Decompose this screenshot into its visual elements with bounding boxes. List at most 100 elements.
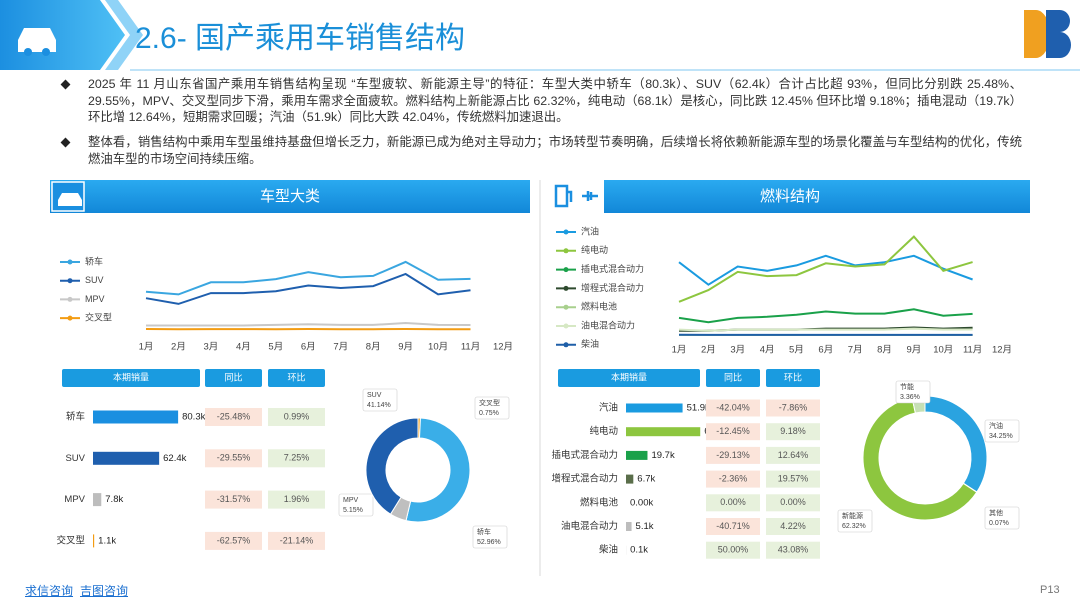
bar-value-label: 0.00k (630, 497, 653, 508)
legend-dot (67, 315, 73, 321)
x-tick-label: 2月 (171, 342, 186, 353)
panel-bar (50, 180, 530, 213)
bar (626, 522, 632, 531)
cell-bg (205, 490, 262, 509)
fuel-icons (554, 184, 598, 208)
cell-bg (706, 399, 760, 417)
header-badge (0, 0, 125, 70)
x-tick-label: 8月 (877, 345, 892, 356)
bar-value-label: 0.1k (630, 545, 648, 556)
slice-label: 汽油 (989, 421, 1003, 430)
x-tick-label: 3月 (204, 342, 219, 353)
series-line (678, 254, 973, 286)
donut-slice (405, 417, 471, 523)
slice-value: 5.15% (343, 507, 363, 514)
cell-value: 4.22% (780, 521, 806, 531)
x-tick-label: 9月 (398, 342, 413, 353)
x-tick-label: 9月 (907, 345, 922, 356)
slice-label: 其他 (989, 508, 1003, 517)
car-icon (18, 28, 56, 56)
legend-label: 交叉型 (85, 311, 112, 322)
bar-value-label: 51.9k (687, 403, 710, 414)
row-label: 交叉型 (56, 534, 85, 546)
x-tick-label: 3月 (730, 345, 745, 356)
column-header-box (706, 369, 760, 387)
slice-label-box (474, 396, 510, 420)
bar-value-label: 62.4k (163, 453, 186, 464)
legend-label: 增程式混合动力 (581, 282, 644, 293)
slice-label: 交叉型 (479, 398, 500, 407)
x-tick-label: 6月 (301, 342, 316, 353)
x-tick-label: 6月 (818, 345, 833, 356)
legend-label: MPV (85, 294, 105, 304)
cell-bg (205, 449, 262, 468)
slice-label-box (472, 525, 508, 549)
x-tick-label: 5月 (789, 345, 804, 356)
legend-label: SUV (85, 275, 104, 285)
x-tick-label: 12月 (493, 342, 513, 353)
slice-value: 52.96% (477, 539, 501, 546)
legend-dot (563, 323, 569, 329)
slice-label-box (984, 419, 1020, 443)
x-tick-label: 10月 (933, 345, 953, 356)
legend-label: 油电混合动力 (581, 319, 635, 330)
cell-bg (706, 541, 760, 559)
row-label: 汽油 (599, 402, 618, 414)
cell-value: -40.71% (716, 521, 750, 531)
row-label: MPV (64, 494, 85, 505)
cell-value: -62.57% (217, 535, 251, 545)
bar (93, 410, 179, 424)
cell-value: -12.45% (716, 426, 750, 436)
cell-value: 0.00% (720, 497, 746, 507)
legend-label: 插电式混合动力 (581, 263, 644, 274)
legend-dot (563, 248, 569, 254)
bar (626, 450, 648, 460)
cell-value: -2.36% (719, 473, 748, 483)
column-header: 本期销量 (113, 371, 149, 382)
column-header-box (558, 369, 700, 387)
slice-value: 62.32% (842, 523, 866, 530)
slice-value: 3.36% (900, 394, 920, 401)
legend-label: 轿车 (85, 255, 103, 266)
bar-value-label: 1.1k (98, 535, 116, 546)
slice-label-box (895, 380, 931, 404)
bar (626, 427, 701, 437)
legend-dot (563, 285, 569, 291)
donut-slice (924, 395, 988, 493)
footer-link[interactable]: 求信咨询 (25, 584, 74, 598)
footer-link[interactable]: 吉图咨询 (80, 584, 129, 598)
cell-value: -42.04% (716, 402, 750, 412)
bar (93, 493, 102, 507)
row-label: 增程式混合动力 (551, 473, 618, 485)
legend-dot (563, 304, 569, 310)
bar (93, 534, 95, 548)
cell-bg (766, 494, 820, 512)
logo (1024, 10, 1071, 58)
cell-value: -25.48% (217, 411, 251, 421)
cell-bg (766, 399, 820, 417)
x-tick-label: 10月 (428, 342, 448, 353)
bar (626, 403, 683, 413)
cell-bg (766, 423, 820, 441)
column-header-box (766, 369, 820, 387)
bar-value-label: 6.7k (637, 474, 655, 485)
cell-bg (268, 408, 325, 426)
cell-bg (766, 470, 820, 488)
bar (93, 451, 160, 465)
bar (626, 474, 634, 484)
column-header: 同比 (224, 371, 242, 382)
slice-label: SUV (367, 392, 382, 399)
cell-bg (268, 490, 325, 509)
panel-title: 车型大类 (260, 188, 320, 205)
series-line (678, 327, 973, 332)
series-line (678, 308, 973, 324)
x-tick-label: 11月 (963, 345, 982, 356)
row-label: 纯电动 (589, 425, 618, 437)
bar-value-label: 80.3k (182, 412, 205, 423)
x-tick-label: 7月 (333, 342, 348, 353)
series-line (678, 235, 973, 303)
cell-value: -29.13% (716, 450, 750, 460)
cell-value: -21.14% (280, 535, 314, 545)
bullet-text: 整体看，销售结构中乘用车型虽维持基盘但增长乏力，新能源已成为绝对主导动力；市场转… (88, 135, 1022, 166)
legend-dot (563, 229, 569, 235)
